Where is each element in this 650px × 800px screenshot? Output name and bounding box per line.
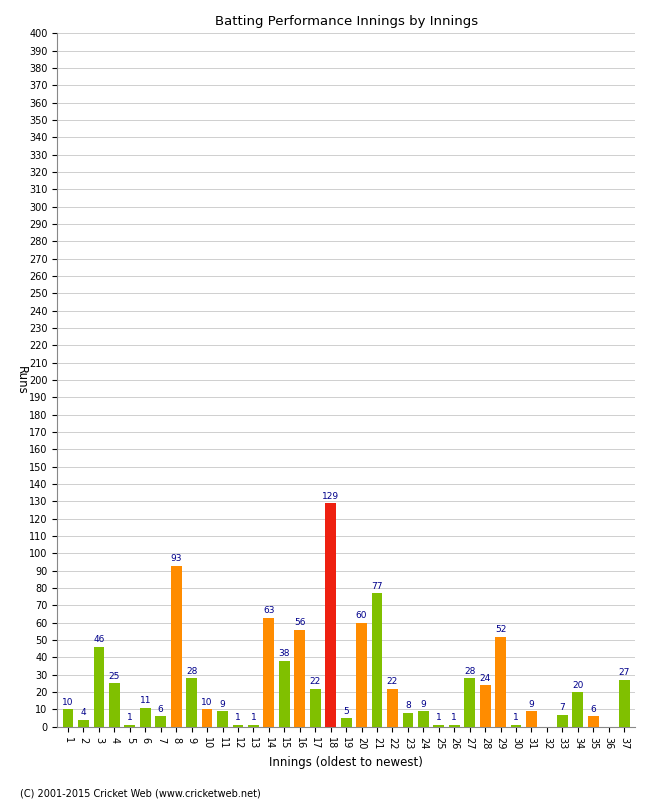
Text: 52: 52 [495, 625, 506, 634]
Bar [526, 711, 537, 727]
Text: 28: 28 [464, 666, 475, 676]
Text: 1: 1 [513, 714, 519, 722]
Text: 38: 38 [279, 650, 290, 658]
Bar [588, 717, 599, 727]
Text: 4: 4 [81, 708, 86, 718]
Bar [263, 618, 274, 727]
Bar [171, 566, 181, 727]
Bar [402, 713, 413, 727]
Text: 10: 10 [202, 698, 213, 707]
Text: 5: 5 [343, 706, 349, 715]
Bar [418, 711, 429, 727]
Bar [325, 503, 336, 727]
Bar [511, 725, 521, 727]
Text: 7: 7 [560, 703, 566, 712]
Text: 11: 11 [140, 696, 151, 705]
Bar [310, 689, 320, 727]
Text: 8: 8 [405, 702, 411, 710]
Bar [619, 680, 630, 727]
Text: 93: 93 [170, 554, 182, 563]
Bar [372, 594, 382, 727]
Bar [464, 678, 475, 727]
Bar [356, 623, 367, 727]
Text: 20: 20 [572, 681, 584, 690]
Bar [248, 725, 259, 727]
Text: 22: 22 [309, 677, 321, 686]
Text: 1: 1 [235, 714, 241, 722]
Bar [449, 725, 460, 727]
Text: 9: 9 [528, 700, 534, 709]
Bar [495, 637, 506, 727]
Text: 1: 1 [451, 714, 457, 722]
Bar [480, 686, 491, 727]
Bar [109, 683, 120, 727]
Bar [434, 725, 444, 727]
Text: 25: 25 [109, 672, 120, 681]
Text: (C) 2001-2015 Cricket Web (www.cricketweb.net): (C) 2001-2015 Cricket Web (www.cricketwe… [20, 788, 260, 798]
Text: 60: 60 [356, 611, 367, 620]
Text: 10: 10 [62, 698, 74, 707]
Bar [187, 678, 197, 727]
Bar [202, 710, 213, 727]
Text: 6: 6 [590, 705, 596, 714]
Text: 63: 63 [263, 606, 275, 615]
Text: 9: 9 [220, 700, 226, 709]
Bar [233, 725, 243, 727]
Bar [279, 661, 290, 727]
Text: 24: 24 [480, 674, 491, 682]
Bar [217, 711, 228, 727]
Bar [155, 717, 166, 727]
Text: 6: 6 [158, 705, 164, 714]
Bar [62, 710, 73, 727]
Text: 77: 77 [371, 582, 383, 590]
Bar [140, 708, 151, 727]
Title: Batting Performance Innings by Innings: Batting Performance Innings by Innings [214, 15, 478, 28]
X-axis label: Innings (oldest to newest): Innings (oldest to newest) [269, 756, 423, 769]
Text: 56: 56 [294, 618, 306, 627]
Text: 22: 22 [387, 677, 398, 686]
Bar [341, 718, 352, 727]
Text: 1: 1 [127, 714, 133, 722]
Text: 1: 1 [250, 714, 256, 722]
Bar [124, 725, 135, 727]
Bar [94, 647, 105, 727]
Bar [387, 689, 398, 727]
Text: 9: 9 [421, 700, 426, 709]
Bar [573, 692, 583, 727]
Bar [78, 720, 89, 727]
Text: 27: 27 [619, 669, 630, 678]
Text: 46: 46 [93, 635, 105, 645]
Bar [294, 630, 305, 727]
Text: 1: 1 [436, 714, 442, 722]
Text: 129: 129 [322, 491, 339, 501]
Y-axis label: Runs: Runs [15, 366, 28, 394]
Bar [557, 714, 568, 727]
Text: 28: 28 [186, 666, 198, 676]
